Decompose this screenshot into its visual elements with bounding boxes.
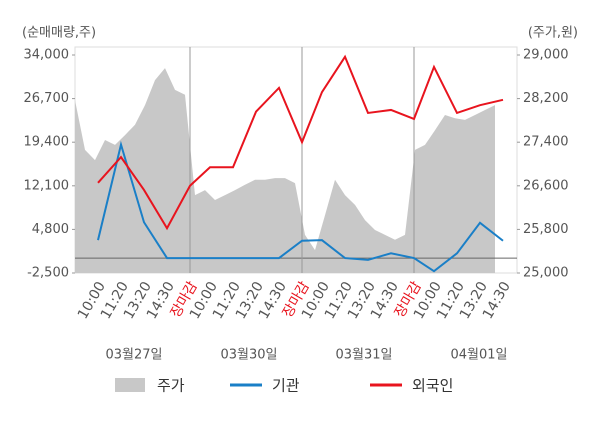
- y2-tick-label: 26,600: [523, 178, 569, 193]
- series-line: [97, 54, 504, 231]
- y-axis-title: (순매매량,주): [22, 26, 96, 41]
- price-area: [75, 68, 495, 273]
- date-label: 03월30일: [220, 348, 277, 363]
- legend-label: 주가: [157, 377, 185, 395]
- y2-tick-label: 29,000: [523, 48, 569, 63]
- y2-tick-label: 25,800: [523, 222, 569, 237]
- y2-tick-label: 25,000: [523, 266, 569, 281]
- date-label: 04월01일: [450, 348, 507, 363]
- y2-tick-label: 27,400: [523, 135, 569, 150]
- date-label: 03월31일: [335, 348, 392, 363]
- y2-tick-label: 28,200: [523, 91, 569, 106]
- y2-axis-title: (주가,원): [528, 26, 578, 41]
- series-line: [97, 140, 504, 273]
- y-tick-label: 4,800: [32, 222, 69, 237]
- y-tick-label: 34,000: [24, 48, 70, 63]
- y-tick-label: 19,400: [24, 135, 70, 150]
- y-tick-label: -2,500: [27, 266, 69, 281]
- y-tick-label: 26,700: [24, 91, 70, 106]
- date-label: 03월27일: [105, 348, 162, 363]
- y-tick-label: 12,100: [24, 178, 70, 193]
- legend-label: 기관: [272, 377, 300, 395]
- legend-label: 외국인: [412, 377, 453, 395]
- legend-swatch: [115, 378, 145, 392]
